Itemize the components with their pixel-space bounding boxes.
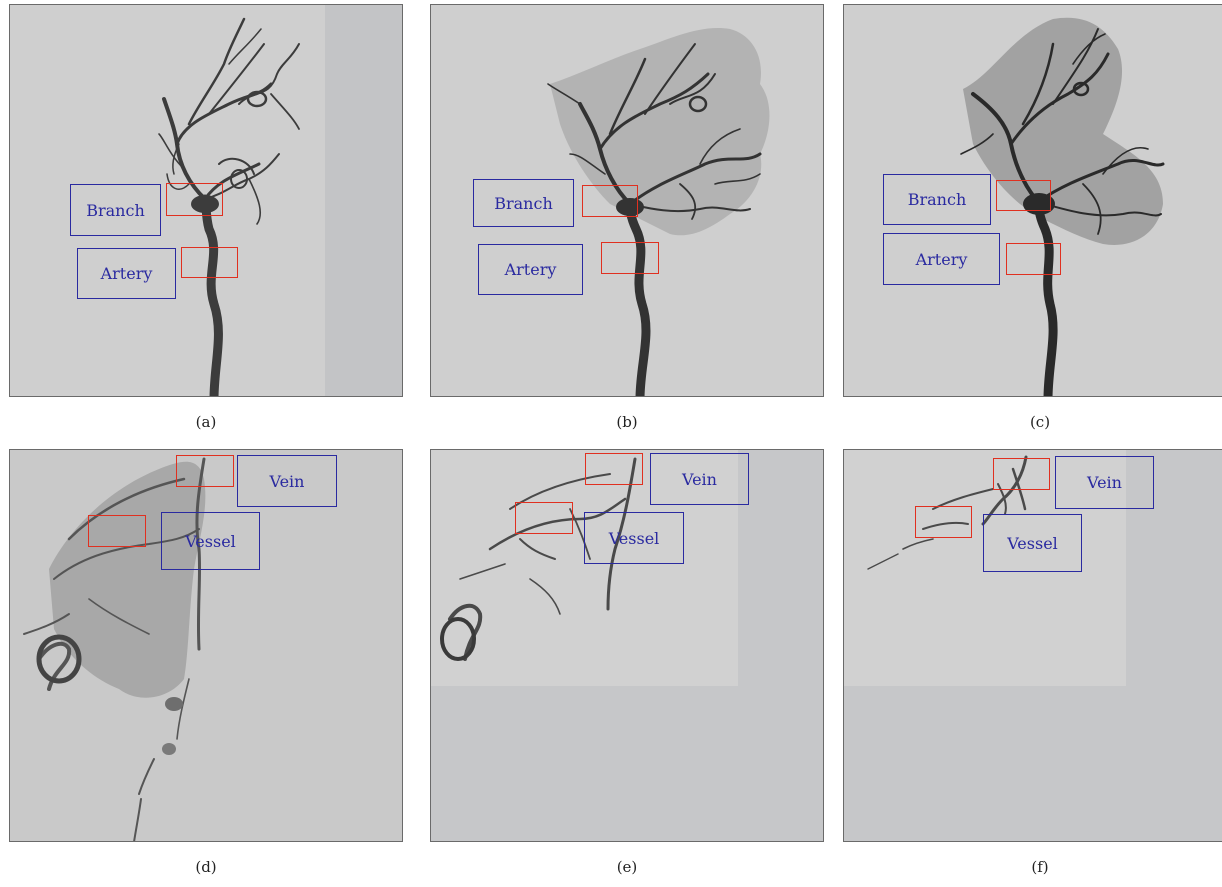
roi-box-artery	[181, 247, 238, 278]
caption-b: (b)	[616, 413, 638, 431]
roi-box-vein	[585, 453, 643, 485]
angiogram-image-f	[843, 449, 1126, 686]
vessel-label: Vessel	[584, 512, 684, 564]
vein-label: Vein	[650, 453, 749, 505]
vein-label: Vein	[1055, 456, 1154, 509]
panel-c: Branch Artery	[843, 4, 1222, 397]
artery-label: Artery	[883, 233, 1000, 285]
artery-label: Artery	[77, 248, 176, 299]
caption-a: (a)	[195, 413, 217, 431]
angiogram-image-e	[430, 449, 738, 686]
caption-f: (f)	[1031, 858, 1049, 876]
roi-box-vessel	[515, 502, 573, 534]
panel-a: Branch Artery	[9, 4, 403, 397]
angiogram-image-b	[547, 28, 770, 397]
roi-box-branch	[582, 185, 638, 217]
vessel-label: Vessel	[983, 514, 1082, 572]
roi-box-vein	[993, 458, 1050, 490]
caption-d: (d)	[195, 858, 217, 876]
roi-box-vein	[176, 455, 234, 487]
branch-label: Branch	[883, 174, 991, 225]
panel-e: Vein Vessel	[430, 449, 824, 842]
vessel-label: Vessel	[161, 512, 260, 570]
roi-box-vessel	[88, 515, 146, 547]
panel-b: Branch Artery	[430, 4, 824, 397]
caption-c: (c)	[1029, 413, 1051, 431]
roi-box-vessel	[915, 506, 972, 538]
branch-label: Branch	[70, 184, 161, 236]
roi-box-branch	[166, 183, 223, 216]
panel-d: Vein Vessel	[9, 449, 403, 842]
angiogram-image-c	[960, 17, 1165, 397]
roi-box-branch	[996, 180, 1051, 211]
roi-box-artery	[1006, 243, 1061, 275]
angiogram-image-d	[23, 457, 206, 842]
roi-box-artery	[601, 242, 659, 274]
panel-f: Vein Vessel	[843, 449, 1222, 842]
artery-label: Artery	[478, 244, 583, 295]
angiogram-image-a	[158, 4, 403, 397]
vein-label: Vein	[237, 455, 337, 507]
caption-e: (e)	[616, 858, 638, 876]
branch-label: Branch	[473, 179, 574, 227]
